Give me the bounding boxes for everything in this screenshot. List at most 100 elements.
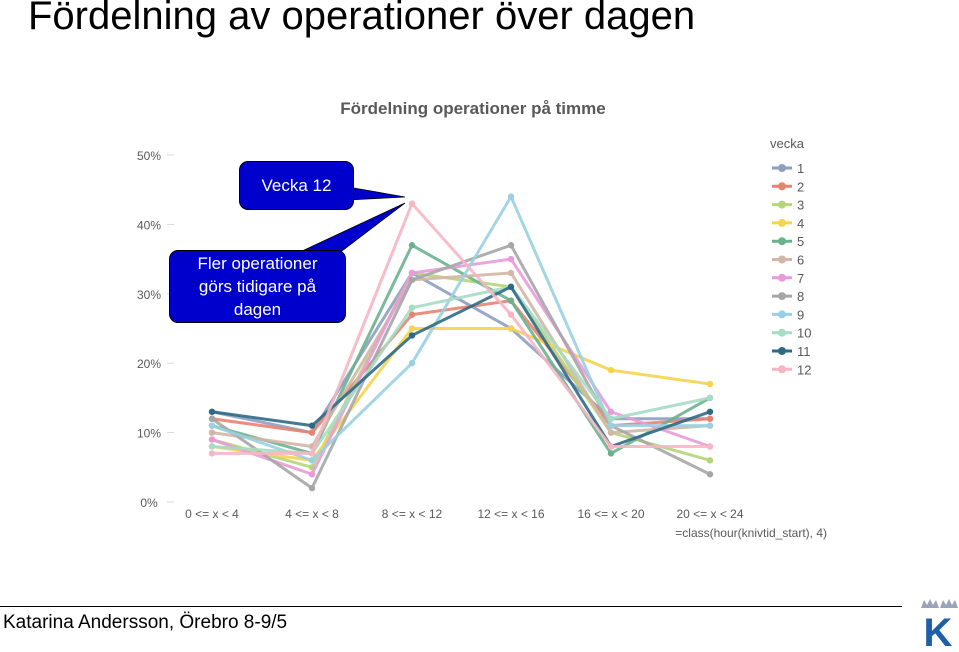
data-point-week-2 <box>408 311 416 318</box>
data-point-week-11 <box>208 408 216 415</box>
legend-marker-week-5 <box>778 237 786 246</box>
y-tick-label: 30% <box>137 288 161 302</box>
legend-label-week-12: 12 <box>797 362 811 377</box>
series-line-week-11 <box>211 285 711 448</box>
y-tick-label: 10% <box>137 427 161 441</box>
data-point-week-10 <box>706 394 714 402</box>
data-point-week-12 <box>308 450 316 457</box>
callout-line: Fler operationer <box>197 254 318 273</box>
data-point-week-12 <box>607 443 615 450</box>
callout-week12: Vecka 12 <box>239 161 354 210</box>
legend-marker-week-7 <box>778 273 786 282</box>
legend-label-week-6: 6 <box>797 253 804 268</box>
legend-label-week-1: 1 <box>797 161 804 176</box>
legend-marker-week-11 <box>778 347 786 355</box>
data-point-week-2 <box>706 415 714 422</box>
data-point-week-8 <box>208 415 216 422</box>
data-point-week-7 <box>507 255 515 263</box>
data-point-week-9 <box>607 422 615 429</box>
legend-label-week-10: 10 <box>797 326 811 341</box>
data-point-week-5 <box>408 242 416 249</box>
data-point-week-11 <box>408 332 416 339</box>
x-tick-label: 12 <= x < 16 <box>477 507 544 521</box>
x-tick-label: 8 <= x < 12 <box>382 507 443 521</box>
data-point-week-6 <box>607 429 615 436</box>
data-point-week-8 <box>408 276 416 284</box>
y-tick-label: 0% <box>140 496 158 510</box>
x-axis-label: =class(hour(knivtid_start), 4) <box>675 526 827 540</box>
series-line-week-12 <box>212 202 710 455</box>
data-point-week-6 <box>507 269 515 277</box>
series-line-week-6 <box>211 271 711 448</box>
x-tick-label: 0 <= x < 4 <box>185 507 239 521</box>
data-point-week-8 <box>308 484 316 492</box>
slide-title: Fördelning av operationer över dagen <box>28 0 696 38</box>
legend-label-week-2: 2 <box>797 179 804 194</box>
data-point-week-6 <box>208 429 216 436</box>
data-point-week-10 <box>607 415 615 422</box>
data-point-week-7 <box>208 436 216 443</box>
data-point-week-12 <box>507 311 515 318</box>
legend-label-week-7: 7 <box>797 271 804 286</box>
data-point-week-9 <box>507 193 515 200</box>
series-line-week-5 <box>211 243 711 455</box>
legend-marker-week-6 <box>778 255 786 264</box>
legend-marker-week-1 <box>778 164 786 172</box>
data-point-week-10 <box>408 304 416 311</box>
legend-title: vecka <box>770 136 805 151</box>
data-point-week-9 <box>408 360 416 367</box>
data-point-week-10 <box>208 443 216 450</box>
series-line-week-7 <box>211 257 711 476</box>
crown-k-logo: K <box>921 599 958 650</box>
series-line-week-8 <box>211 243 711 490</box>
callout-line: dagen <box>233 300 282 319</box>
data-point-week-4 <box>607 366 615 374</box>
data-point-week-9 <box>308 457 316 464</box>
callout-pointer-week12 <box>347 186 406 201</box>
legend-label-week-3: 3 <box>797 198 804 213</box>
legend-marker-week-9 <box>778 310 786 319</box>
legend-marker-week-4 <box>778 218 786 227</box>
callout-earlier-operations: Fler operationer görs tidigare på dagen <box>169 250 346 323</box>
x-tick-label: 4 <= x < 8 <box>285 507 339 521</box>
legend-marker-week-3 <box>778 200 786 209</box>
series-line-week-4 <box>211 327 711 462</box>
data-point-week-9 <box>208 422 216 429</box>
data-point-week-4 <box>408 325 416 332</box>
data-point-week-4 <box>507 325 515 332</box>
data-point-week-12 <box>408 200 416 207</box>
data-point-week-11 <box>308 422 316 429</box>
x-tick-label: 20 <= x < 24 <box>676 507 743 521</box>
logo-letter: K <box>924 611 953 650</box>
legend-label-week-9: 9 <box>797 307 804 322</box>
x-tick-label: 16 <= x < 20 <box>577 507 644 521</box>
callout-line: görs tidigare på <box>198 277 317 296</box>
data-point-week-2 <box>308 429 316 436</box>
data-point-week-5 <box>607 450 615 457</box>
legend-label-week-8: 8 <box>797 289 804 304</box>
y-tick-label: 50% <box>137 149 161 163</box>
data-point-week-7 <box>408 269 416 277</box>
line-chart: Fördelning operationer på timme 0% 10% 20% 3… <box>137 99 827 540</box>
footer-divider <box>0 606 902 607</box>
legend-marker-week-12 <box>778 365 786 374</box>
data-point-week-11 <box>706 408 714 415</box>
legend-marker-week-2 <box>778 182 786 191</box>
data-point-week-8 <box>706 471 714 478</box>
footer-text: Katarina Andersson, Örebro 8-9/5 <box>3 612 288 633</box>
y-tick-label: 40% <box>137 218 161 232</box>
data-point-week-8 <box>507 242 515 249</box>
data-point-week-11 <box>507 283 515 291</box>
legend-label-week-11: 11 <box>797 344 811 359</box>
chart-title: Fördelning operationer på timme <box>340 99 605 118</box>
data-point-week-7 <box>308 471 316 478</box>
legend-label-week-4: 4 <box>797 216 804 231</box>
legend-marker-week-8 <box>778 292 786 301</box>
data-point-week-5 <box>507 297 515 304</box>
y-tick-label: 20% <box>137 357 161 371</box>
data-point-week-9 <box>706 422 714 429</box>
data-point-week-12 <box>706 443 714 450</box>
legend-label-week-5: 5 <box>797 234 804 249</box>
data-point-week-4 <box>706 380 714 388</box>
data-point-week-7 <box>607 408 615 415</box>
